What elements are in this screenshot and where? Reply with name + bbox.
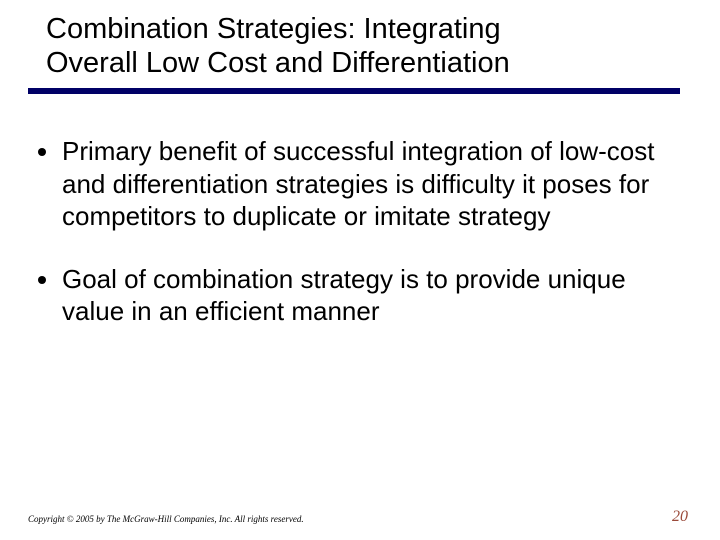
- title-underline: [28, 88, 680, 94]
- title-line-2: Overall Low Cost and Differentiation: [46, 46, 666, 80]
- bullet-dot-icon: [38, 276, 46, 284]
- bullet-text: Goal of combination strategy is to provi…: [62, 263, 658, 328]
- slide-body: Primary benefit of successful integratio…: [38, 135, 658, 358]
- bullet-dot-icon: [38, 148, 46, 156]
- title-line-1: Combination Strategies: Integrating: [46, 12, 666, 46]
- slide: Combination Strategies: Integrating Over…: [0, 0, 720, 540]
- page-number: 20: [672, 508, 688, 526]
- bullet-item: Primary benefit of successful integratio…: [38, 135, 658, 233]
- bullet-item: Goal of combination strategy is to provi…: [38, 263, 658, 328]
- slide-title: Combination Strategies: Integrating Over…: [46, 12, 666, 80]
- copyright-footer: Copyright © 2005 by The McGraw-Hill Comp…: [28, 514, 304, 524]
- bullet-text: Primary benefit of successful integratio…: [62, 135, 658, 233]
